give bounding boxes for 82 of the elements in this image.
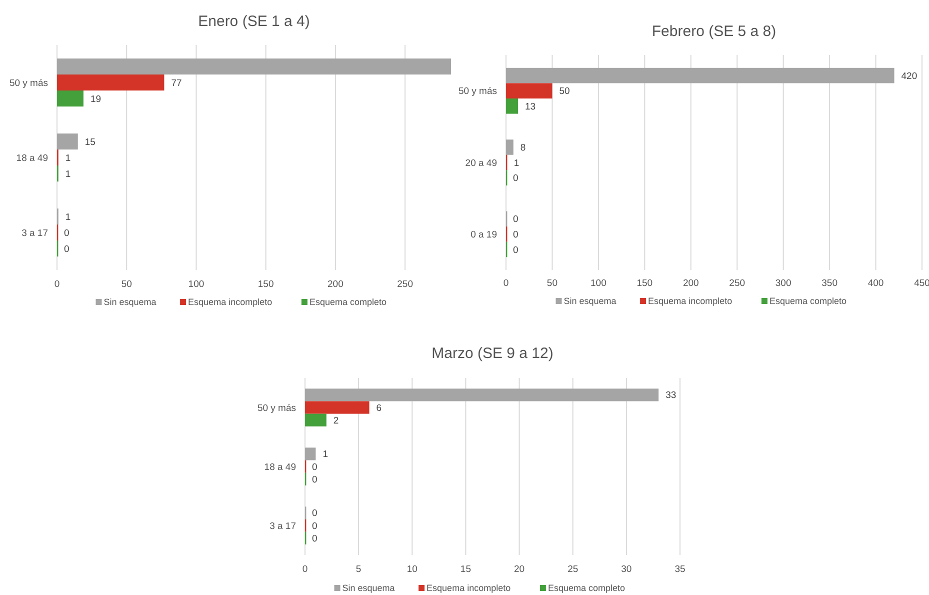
x-tick-label: 0 [503,278,509,289]
legend-label: Esquema completo [548,583,625,594]
data-label: 1 [65,212,71,223]
data-label: 33 [666,390,676,402]
x-tick-label: 10 [406,564,418,575]
y-tick-label: 18 a 49 [264,462,296,473]
data-label: 420 [901,70,918,82]
bar [57,134,78,150]
x-tick-label: 350 [822,278,838,289]
bar [506,83,552,98]
x-tick-label: 50 [546,278,558,289]
bar [57,58,451,74]
legend-label: Esquema completo [309,297,386,308]
data-label: 0 [513,173,518,184]
data-label: 1 [322,449,328,460]
legend-label: Esquema incompleto [188,297,272,308]
y-tick-label: 3 a 17 [270,520,296,532]
y-tick-label: 18 a 49 [16,152,48,164]
x-tick-label: 30 [621,564,632,575]
x-tick-label: 250 [729,278,746,289]
x-tick-label: 20 [514,564,525,575]
legend-label: Esquema completo [769,296,846,306]
legend-label: Esquema incompleto [426,583,511,594]
chart-title: Febrero (SE 5 a 8) [652,23,776,40]
legend-label: Esquema incompleto [648,296,732,306]
x-tick-label: 15 [460,564,472,575]
data-label: 0 [64,228,70,239]
x-tick-label: 300 [775,278,792,289]
x-tick-label: 5 [356,564,362,575]
bar [506,140,514,155]
legend-label: Sin esquema [104,297,156,308]
data-label: 0 [312,533,318,544]
legend-label: Sin esquema [564,296,616,306]
chart-title: Marzo (SE 9 a 12) [432,345,554,362]
chart-title: Enero (SE 1 a 4) [198,13,310,30]
x-tick-label: 100 [188,279,204,290]
bar [57,90,84,106]
x-tick-label: 200 [682,278,699,289]
y-tick-label: 0 a 19 [470,229,497,240]
data-label: 15 [84,136,96,148]
y-tick-label: 50 y más [257,402,296,414]
x-tick-label: 250 [397,279,413,290]
y-tick-label: 20 a 49 [465,158,497,169]
bar [305,414,326,426]
x-tick-label: 0 [54,279,60,290]
x-tick-label: 400 [868,278,884,289]
data-label: 6 [376,402,382,414]
data-label: 1 [65,168,71,180]
bar [305,448,316,460]
data-label: 0 [312,462,318,473]
y-tick-label: 50 y más [9,78,48,89]
data-label: 1 [514,158,520,169]
data-label: 0 [64,244,70,255]
x-tick-label: 50 [121,279,132,290]
x-tick-label: 0 [302,564,308,575]
data-label: 1 [65,152,71,164]
data-label: 0 [513,244,518,256]
data-label: 77 [171,78,182,89]
bar [57,74,164,90]
bar [506,98,518,114]
data-label: 8 [520,142,526,154]
bar [305,401,370,414]
data-label: 0 [312,508,318,520]
data-label: 0 [513,214,518,226]
x-tick-label: 150 [258,279,274,290]
data-label: 0 [513,229,518,240]
data-label: 0 [312,474,318,486]
data-label: 2 [333,415,339,426]
data-label: 50 [559,86,570,98]
data-label: 13 [525,101,536,112]
x-tick-label: 100 [590,278,606,289]
x-tick-label: 25 [568,564,578,575]
y-tick-label: 3 a 17 [22,228,48,239]
bar [506,68,894,84]
y-tick-label: 50 y más [458,86,498,98]
x-tick-label: 150 [636,278,653,289]
data-label: 0 [312,520,318,532]
x-tick-label: 200 [328,279,344,290]
data-label: 19 [90,94,102,105]
legend-label: Sin esquema [342,583,395,594]
x-tick-label: 35 [674,564,686,575]
bar [305,388,659,402]
